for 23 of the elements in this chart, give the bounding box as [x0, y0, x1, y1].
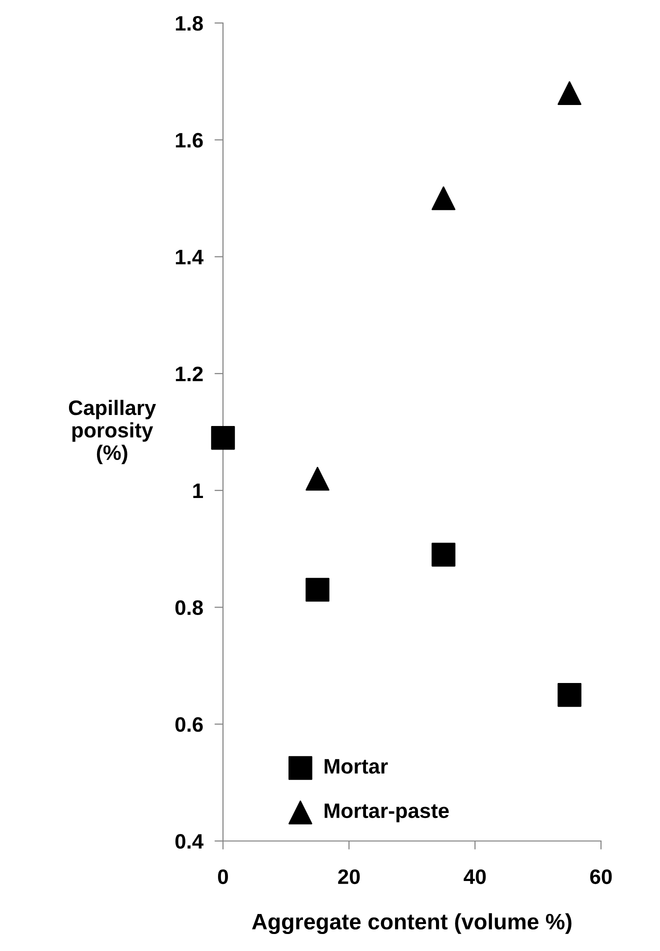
point: [306, 466, 330, 491]
x-tick-label: 20: [338, 869, 360, 884]
legend-label: Mortar: [324, 759, 388, 774]
point: [558, 683, 582, 707]
legend-label: Mortar-paste: [324, 804, 449, 822]
x-tick-label: 40: [464, 869, 486, 884]
x-axis-title: Aggregate content (volume %): [252, 913, 572, 934]
point: [432, 542, 456, 567]
x-tick-label: 0: [218, 869, 228, 884]
y-tick-label: 1.2: [176, 366, 203, 382]
y-tick-label: 1: [193, 484, 203, 498]
x-tick-label: 60: [590, 869, 612, 884]
point: [558, 81, 582, 106]
y-tick-label: 1.6: [176, 132, 203, 148]
point: [306, 578, 330, 602]
y-tick-label: 0.6: [175, 717, 203, 732]
y-tick-label: 0.8: [175, 600, 203, 616]
y-tick-label: 1.4: [176, 250, 204, 264]
point: [432, 186, 456, 210]
y-axis-title: Capillary porosity (%): [68, 400, 156, 464]
y-tick-label: 1.8: [176, 16, 203, 31]
point: [211, 426, 235, 450]
y-tick-label: 0.4: [175, 834, 204, 849]
